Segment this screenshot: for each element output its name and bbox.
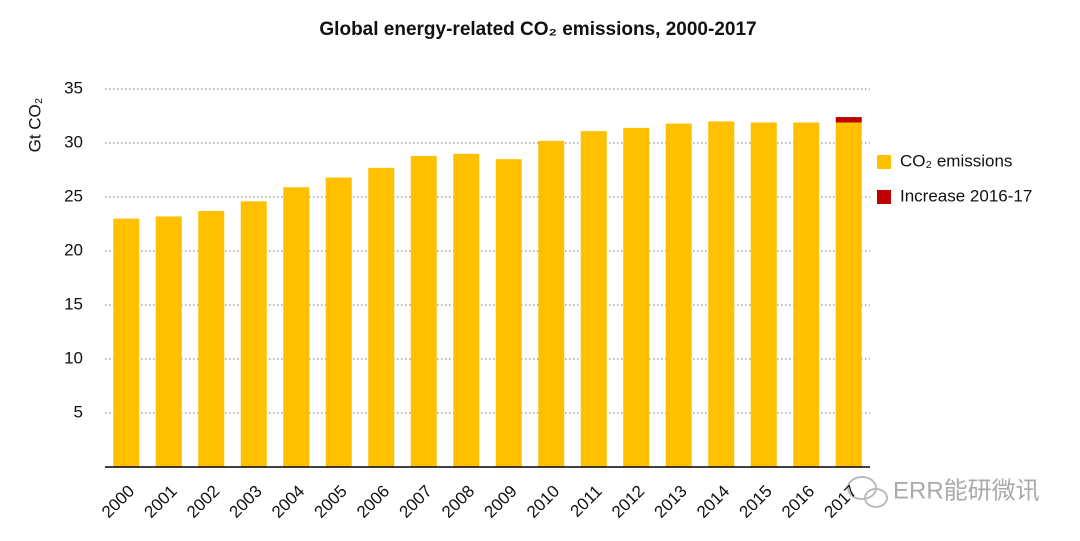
bar: [835, 122, 862, 467]
y-tick-label: 35: [64, 78, 83, 97]
x-tick-label: 2016: [778, 482, 818, 522]
x-tick-label: 2011: [566, 482, 605, 521]
x-tick-label: 2015: [736, 482, 776, 522]
bar: [750, 122, 777, 467]
legend-label: CO₂ emissions: [900, 151, 1012, 170]
bar: [368, 167, 395, 467]
x-tick-label: 2002: [183, 482, 223, 522]
watermark-icon: [847, 476, 888, 508]
bar: [325, 177, 352, 467]
x-tick-label: 2000: [98, 482, 138, 522]
bar: [113, 218, 140, 467]
x-tick-label: 2010: [523, 482, 563, 522]
bar: [198, 211, 225, 467]
chart-title: Global energy-related CO₂ emissions, 200…: [319, 19, 756, 40]
bar: [580, 131, 607, 467]
x-tick-label: 2008: [438, 482, 478, 522]
x-tick-label: 2009: [481, 482, 521, 522]
x-tick-label: 2017: [821, 482, 861, 522]
y-tick-label: 5: [74, 402, 83, 421]
legend-swatch: [877, 155, 891, 169]
bar: [623, 127, 650, 467]
bar: [708, 121, 735, 468]
bar: [665, 123, 692, 467]
x-tick-label: 2013: [651, 482, 691, 522]
y-tick-label: 15: [64, 294, 83, 313]
x-tick-label: 2006: [353, 482, 393, 522]
bar: [155, 216, 182, 467]
bar: [538, 140, 565, 467]
y-tick-label: 25: [64, 186, 83, 205]
y-tick-label: 20: [64, 240, 83, 259]
bar: [495, 159, 522, 467]
x-tick-label: 2001: [141, 482, 181, 522]
bar: [283, 187, 310, 467]
bar: [453, 153, 480, 468]
y-tick-label: 10: [64, 348, 83, 367]
x-tick-label: 2005: [311, 482, 351, 522]
x-tick-label: 2004: [268, 482, 308, 522]
x-tick-label: 2012: [608, 482, 648, 522]
x-tick-label: 2007: [396, 482, 436, 522]
legend-swatch: [877, 190, 891, 204]
y-axis-label: Gt CO₂: [25, 98, 44, 153]
bar: [793, 122, 820, 467]
legend-label: Increase 2016-17: [900, 186, 1032, 205]
watermark: ERR能研微讯: [893, 477, 1040, 504]
bar: [410, 155, 437, 467]
bar: [240, 201, 267, 467]
y-tick-label: 30: [64, 132, 83, 151]
bar: [835, 117, 862, 123]
x-tick-label: 2014: [693, 482, 733, 522]
x-tick-label: 2003: [226, 482, 266, 522]
